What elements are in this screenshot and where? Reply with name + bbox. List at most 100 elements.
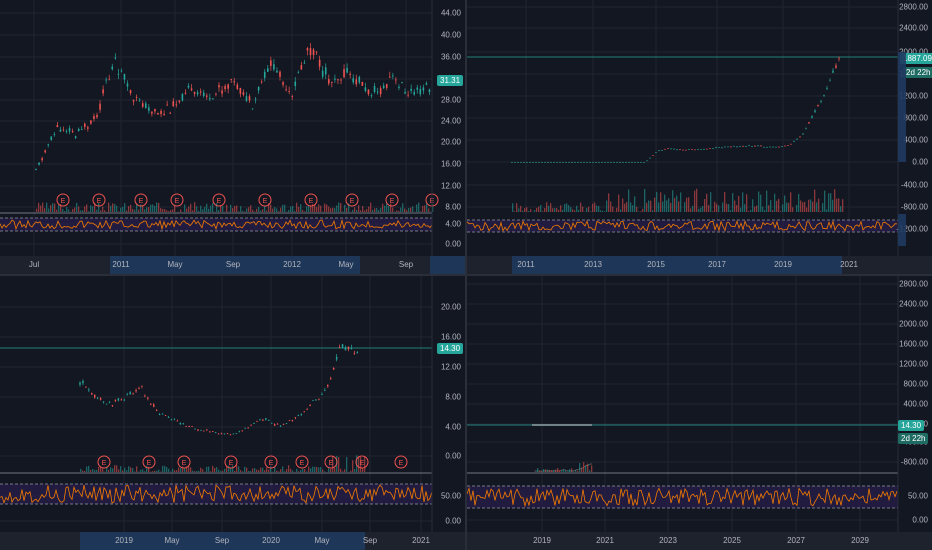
earnings-marker-label: E — [350, 198, 355, 205]
volume-bar — [416, 204, 418, 212]
chart-pane-top-left[interactable]: EEEEEEEEEE 44.0040.0036.0032.0028.0024.0… — [0, 0, 465, 274]
candle-body — [781, 146, 783, 148]
candle-body — [709, 148, 711, 149]
candle-body — [209, 97, 211, 100]
volume-bar — [322, 469, 324, 472]
volume-bar — [116, 205, 118, 212]
price-label: 50.00 — [907, 491, 928, 501]
volume-bar — [172, 468, 174, 472]
volume-bar — [588, 206, 590, 212]
volume-bar — [594, 202, 596, 212]
candle-body — [392, 75, 394, 77]
candle-body — [561, 469, 563, 471]
volume-bar — [628, 189, 630, 212]
volume-bar — [54, 203, 56, 212]
candle-body — [736, 146, 738, 148]
candle-body — [564, 469, 565, 471]
volume-bar — [654, 197, 656, 212]
volume-bar — [214, 468, 216, 472]
price-chart-canvas[interactable] — [467, 276, 932, 532]
candle-body — [535, 162, 537, 163]
candle-body — [727, 146, 729, 148]
volume-bar — [410, 207, 412, 212]
earnings-marker — [134, 193, 148, 207]
candle-body — [670, 148, 672, 150]
volume-bar — [334, 208, 336, 212]
time-scale[interactable]: 2019 2021 2023 2025 2027 2029 — [467, 532, 932, 550]
pane-divider-horizontal[interactable] — [0, 274, 932, 276]
candle-body — [242, 92, 245, 95]
volume-bar — [158, 469, 160, 472]
time-scale[interactable]: 2019 May Sep 2020 May Sep 2021 — [0, 532, 465, 550]
volume-bar — [583, 462, 585, 472]
candle-body — [590, 463, 591, 465]
volume-bar — [268, 203, 270, 212]
candle-body — [148, 107, 150, 111]
volume-bar — [248, 470, 250, 472]
price-chart-canvas[interactable] — [467, 0, 932, 256]
volume-bar — [812, 201, 814, 212]
candle-body — [567, 470, 568, 472]
volume-bar — [422, 205, 424, 212]
volume-bar — [208, 466, 210, 472]
candle-body — [169, 112, 171, 114]
volume-bar — [234, 470, 236, 472]
volume-bar — [210, 205, 212, 212]
chart-pane-bottom-left[interactable]: E E E E E E E E E 20.00 16.00 12.00 8.00 4.00 0.00 50.… — [0, 276, 465, 550]
candle-body — [385, 84, 388, 88]
candle-body — [203, 430, 205, 432]
candle-body — [572, 470, 574, 472]
candle-body — [194, 428, 196, 430]
candle-body — [640, 162, 642, 163]
candle-body — [241, 430, 243, 432]
volume-bar — [602, 210, 604, 212]
time-label: 2013 — [584, 260, 602, 269]
candle-body — [763, 146, 765, 148]
volume-bar — [726, 203, 728, 212]
candle-body — [544, 162, 546, 163]
volume-bar — [330, 469, 332, 472]
candle-body — [35, 169, 37, 170]
candle-body — [245, 96, 248, 101]
time-scale[interactable]: Jul 2011 May Sep 2012 May Sep — [0, 256, 465, 274]
candle-body — [718, 147, 720, 149]
candle-body — [544, 470, 545, 472]
volume-bar — [768, 205, 770, 212]
chart-pane-bottom-right[interactable]: 2800.00 2400.00 2000.00 1600.00 1200.00 800.0… — [467, 276, 932, 550]
candle-body — [309, 404, 311, 406]
volume-bar — [262, 209, 264, 212]
volume-bar — [264, 206, 266, 212]
volume-bar — [92, 468, 94, 472]
volume-bar — [824, 190, 826, 212]
volume-bar — [62, 208, 64, 212]
candle-body — [344, 347, 347, 351]
candle-body — [117, 398, 120, 401]
volume-bar — [260, 467, 262, 472]
price-label: 20.00 — [440, 137, 461, 147]
volume-bar — [134, 209, 136, 212]
candle-body — [62, 129, 65, 131]
volume-bar — [46, 202, 48, 212]
candle-body — [526, 162, 528, 163]
price-chart-canvas[interactable]: EEEEEEEEEE — [0, 0, 465, 256]
candle-body — [574, 162, 576, 163]
volume-bar — [764, 210, 766, 212]
candle-body — [413, 91, 415, 95]
candle-body — [601, 162, 603, 163]
candle-body — [331, 81, 333, 83]
volume-bar — [744, 204, 746, 212]
time-scale[interactable]: 2011 2013 2015 2017 2019 2021 — [467, 256, 932, 274]
volume-bar — [88, 211, 90, 212]
price-label: 4.00 — [445, 422, 461, 432]
candle-body — [279, 71, 281, 77]
volume-bar — [304, 468, 306, 472]
candle-body — [288, 91, 290, 92]
candle-body — [123, 73, 126, 80]
volume-bar — [76, 202, 78, 212]
chart-pane-top-right[interactable]: 2800.002400.002000.001600.001200.00800.0… — [467, 0, 932, 274]
candle-body — [259, 419, 261, 421]
volume-bar — [64, 210, 66, 212]
volume-bar — [258, 206, 260, 212]
earnings-marker — [324, 455, 338, 469]
